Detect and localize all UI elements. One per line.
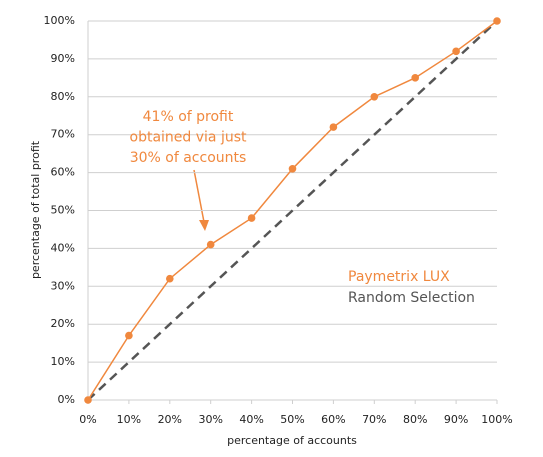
- x-tick-label: 60%: [321, 413, 345, 426]
- y-tick-label: 30%: [51, 279, 75, 292]
- x-tick-label: 50%: [280, 413, 304, 426]
- y-tick-label: 50%: [51, 204, 75, 217]
- annotation-text: obtained via just: [130, 130, 247, 146]
- y-tick-label: 60%: [51, 166, 75, 179]
- annotation-text: 41% of profit: [143, 109, 234, 125]
- series-line: [87, 20, 498, 401]
- y-tick-label: 80%: [51, 90, 75, 103]
- y-tick-label: 0%: [58, 393, 75, 406]
- data-point: [125, 331, 133, 340]
- annotation-arrowhead: [199, 220, 209, 231]
- data-point: [206, 240, 215, 249]
- x-axis-label: percentage of accounts: [227, 434, 357, 447]
- y-tick-label: 20%: [51, 317, 75, 330]
- x-tick-label: 30%: [198, 413, 222, 426]
- data-point: [493, 17, 501, 25]
- y-tick-label: 70%: [51, 128, 75, 141]
- data-point: [452, 47, 460, 56]
- annotation-text: 30% of accounts: [130, 150, 247, 166]
- y-axis-label: percentage of total profit: [29, 140, 42, 279]
- data-point: [329, 123, 338, 131]
- x-tick-label: 70%: [362, 413, 386, 426]
- x-tick-label: 40%: [239, 413, 263, 426]
- legend-entry: Random Selection: [348, 290, 475, 306]
- annotation-arrow: [193, 169, 205, 223]
- x-tick-label: 20%: [158, 413, 182, 426]
- data-point: [370, 93, 379, 101]
- data-point: [411, 74, 420, 82]
- y-tick-label: 40%: [51, 241, 75, 254]
- y-tick-label: 10%: [51, 355, 75, 368]
- x-tick-label: 10%: [117, 413, 141, 426]
- y-tick-label: 90%: [51, 52, 75, 65]
- data-point: [84, 396, 92, 404]
- x-tick-label: 90%: [444, 413, 468, 426]
- data-point: [166, 274, 174, 283]
- data-point: [288, 165, 297, 173]
- data-point: [247, 214, 256, 222]
- x-tick-label: 0%: [79, 413, 96, 426]
- y-tick-label: 100%: [44, 14, 75, 27]
- x-tick-label: 100%: [481, 413, 512, 426]
- legend-entry: Paymetrix LUX: [348, 269, 450, 285]
- x-tick-label: 80%: [403, 413, 427, 426]
